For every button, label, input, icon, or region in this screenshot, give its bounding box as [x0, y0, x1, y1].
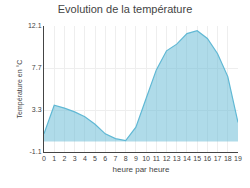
svg-text:16: 16 — [203, 155, 211, 162]
svg-text:15: 15 — [193, 155, 201, 162]
svg-text:3.3: 3.3 — [32, 106, 42, 113]
svg-text:Température en °C: Température en °C — [16, 60, 24, 119]
svg-text:3: 3 — [73, 155, 77, 162]
svg-text:-1.1: -1.1 — [30, 148, 42, 155]
svg-text:4: 4 — [83, 155, 87, 162]
svg-text:17: 17 — [214, 155, 222, 162]
svg-text:0: 0 — [42, 155, 46, 162]
svg-text:14: 14 — [183, 155, 191, 162]
svg-text:18: 18 — [224, 155, 232, 162]
svg-text:1: 1 — [52, 155, 56, 162]
svg-text:19: 19 — [234, 155, 242, 162]
svg-text:2: 2 — [62, 155, 66, 162]
svg-text:10: 10 — [142, 155, 150, 162]
svg-text:12.1: 12.1 — [28, 22, 42, 29]
svg-text:7: 7 — [114, 155, 118, 162]
svg-text:5: 5 — [93, 155, 97, 162]
svg-text:8: 8 — [124, 155, 128, 162]
svg-text:heure par heure: heure par heure — [113, 165, 170, 174]
svg-text:9: 9 — [134, 155, 138, 162]
svg-text:7.7: 7.7 — [32, 64, 42, 71]
svg-text:Evolution de la température: Evolution de la température — [58, 3, 193, 15]
svg-text:13: 13 — [173, 155, 181, 162]
svg-text:6: 6 — [103, 155, 107, 162]
svg-text:12: 12 — [163, 155, 171, 162]
svg-text:11: 11 — [153, 155, 160, 162]
